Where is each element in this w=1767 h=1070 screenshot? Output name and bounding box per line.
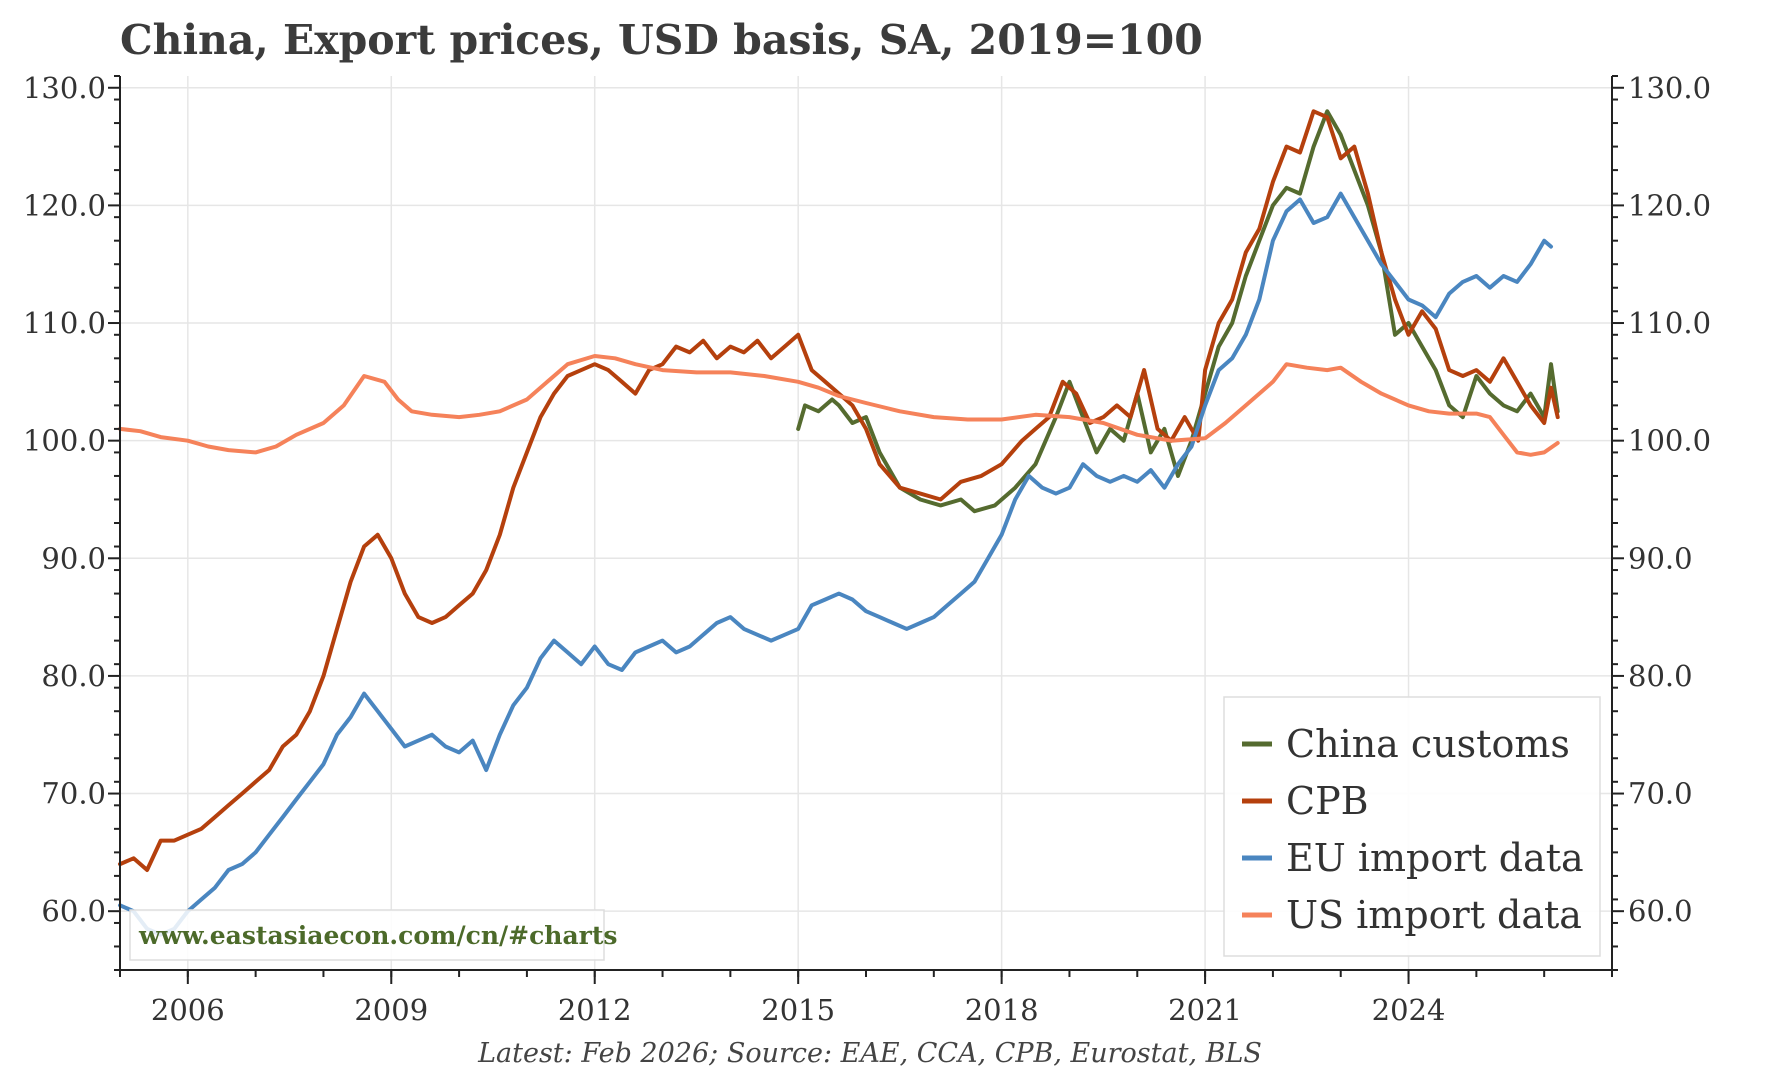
y-tick-label-left: 60.0 (41, 894, 106, 928)
x-tick-label: 2024 (1372, 993, 1446, 1027)
legend: China customs CPB EU import data US import … (1223, 696, 1601, 957)
series-line-us-import-data (118, 354, 1560, 457)
legend-label-cpb: CPB (1286, 779, 1369, 823)
source-note: Latest: Feb 2026; Source: EAE, CCA, CPB,… (477, 1038, 1262, 1069)
grid-lines (120, 76, 1612, 970)
x-tick-label: 2015 (761, 993, 835, 1027)
watermark-frame (129, 909, 605, 961)
x-tick-label: 2012 (558, 993, 632, 1027)
series-lines (118, 109, 1560, 937)
y-tick-label-right: 90.0 (1628, 541, 1693, 575)
series-line-china-customs (796, 109, 1560, 514)
watermark-box: www.eastasiaecon.com/cn/#charts (129, 909, 617, 961)
legend-frame (1223, 696, 1601, 957)
y-tick-label-right: 70.0 (1628, 777, 1693, 811)
x-tick-label: 2018 (965, 993, 1039, 1027)
series-line-cpb (118, 109, 1560, 872)
series-line-eu-import-data (118, 191, 1553, 937)
axes: 60.0 60.0 70.0 70.0 80.0 80.0 90.0 90.0 100.0 100… (23, 71, 1711, 1027)
legend-label-china-customs: China customs (1286, 722, 1570, 766)
legend-label-us-import-data: US import data (1286, 893, 1582, 937)
y-tick-label-right: 110.0 (1628, 306, 1711, 340)
y-tick-label-left: 80.0 (41, 659, 106, 693)
legend-label-eu-import-data: EU import data (1286, 836, 1584, 880)
chart-title: China, Export prices, USD basis, SA, 201… (120, 16, 1203, 64)
x-tick-label: 2006 (151, 993, 225, 1027)
x-tick-label: 2009 (354, 993, 428, 1027)
y-tick-label-left: 130.0 (23, 71, 106, 105)
watermark-text: www.eastasiaecon.com/cn/#charts (138, 921, 617, 950)
y-tick-label-left: 90.0 (41, 541, 106, 575)
y-tick-label-right: 120.0 (1628, 188, 1711, 222)
y-tick-label-left: 100.0 (23, 424, 106, 458)
y-tick-label-left: 70.0 (41, 777, 106, 811)
y-tick-label-right: 130.0 (1628, 71, 1711, 105)
y-tick-label-left: 120.0 (23, 188, 106, 222)
x-tick-label: 2021 (1168, 993, 1242, 1027)
y-tick-label-right: 80.0 (1628, 659, 1693, 693)
y-tick-label-right: 100.0 (1628, 424, 1711, 458)
y-tick-label-right: 60.0 (1628, 894, 1693, 928)
y-tick-label-left: 110.0 (23, 306, 106, 340)
